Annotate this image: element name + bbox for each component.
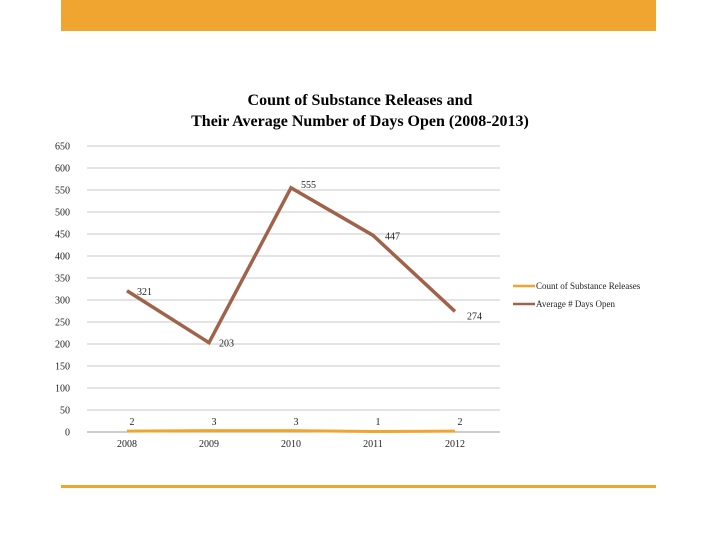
series-line-0 (126, 429, 456, 434)
chart-title: Count of Substance Releases and Their Av… (0, 90, 720, 132)
y-tick-label-300: 300 (55, 296, 70, 307)
legend: Count of Substance Releases Average # Day… (513, 281, 641, 309)
x-tick-label-2011: 2011 (363, 439, 383, 450)
y-axis: 0 50 100 150 200 250 300 350 400 450 500 550 600 650 (55, 142, 70, 439)
data-label-s1-2011: 447 (385, 231, 400, 242)
data-label-s1-2009: 203 (219, 339, 234, 350)
y-tick-label-350: 350 (55, 274, 70, 285)
data-label-s0-2010: 3 (294, 417, 299, 428)
chart-title-line-2: Their Average Number of Days Open (2008-… (191, 113, 529, 130)
data-labels: 2 3 3 1 2 321 203 555 447 274 (130, 180, 483, 428)
y-tick-label-50: 50 (60, 406, 70, 417)
bottom-rule (61, 485, 656, 488)
legend-label-0: Count of Substance Releases (536, 281, 641, 291)
top-banner (61, 0, 656, 31)
data-label-s1-2008: 321 (137, 287, 152, 298)
y-tick-label-550: 550 (55, 186, 70, 197)
y-tick-label-200: 200 (55, 340, 70, 351)
series-lines (126, 185, 457, 434)
x-tick-label-2012: 2012 (445, 439, 465, 450)
x-tick-label-2008: 2008 (117, 439, 137, 450)
data-label-s0-2012: 2 (458, 417, 463, 428)
data-label-s1-2010: 555 (301, 180, 316, 191)
legend-label-1: Average # Days Open (536, 299, 616, 309)
data-label-s1-2012: 274 (467, 311, 482, 322)
chart-title-line-1: Count of Substance Releases and (247, 92, 473, 109)
y-tick-label-150: 150 (55, 362, 70, 373)
x-tick-label-2009: 2009 (199, 439, 219, 450)
y-tick-label-0: 0 (65, 428, 70, 439)
series-line-1 (126, 185, 457, 346)
gridlines (87, 145, 500, 433)
x-tick-label-2010: 2010 (281, 439, 301, 450)
x-axis: 2008 2009 2010 2011 2012 (87, 431, 500, 450)
y-tick-label-250: 250 (55, 318, 70, 329)
data-label-s0-2008: 2 (130, 417, 135, 428)
y-tick-label-500: 500 (55, 208, 70, 219)
y-tick-label-400: 400 (55, 252, 70, 263)
data-label-s0-2009: 3 (212, 417, 217, 428)
y-tick-label-450: 450 (55, 230, 70, 241)
data-label-s0-2011: 1 (376, 417, 381, 428)
y-tick-label-100: 100 (55, 384, 70, 395)
y-tick-label-650: 650 (55, 142, 70, 153)
y-tick-label-600: 600 (55, 164, 70, 175)
